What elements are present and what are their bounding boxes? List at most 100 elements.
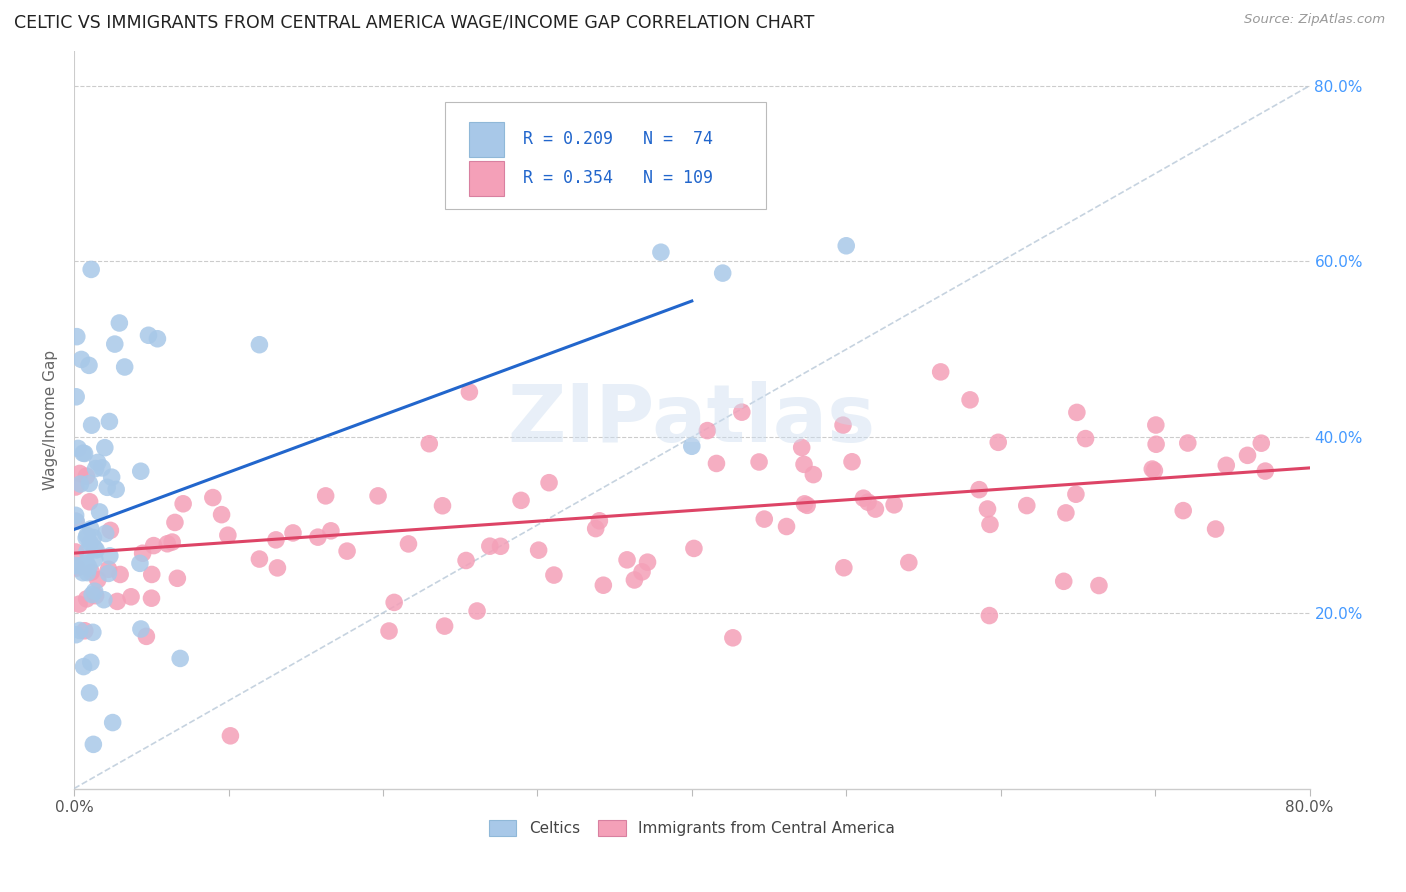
Point [1215,458,1237,473]
Point [135,629,157,643]
Point [82,737,104,751]
Point [865,502,887,516]
Point [100,470,122,484]
Point [211,508,233,522]
Point [201,491,224,505]
Point [382,595,405,609]
Point [793,458,815,472]
Point [76,557,98,571]
Point [94,441,117,455]
Point [832,418,855,433]
Point [105,594,128,608]
Point [80,656,103,670]
Point [75,469,97,483]
Point [76,544,98,558]
Point [138,328,160,343]
Point [1015,499,1038,513]
Point [104,337,127,351]
Point [97,566,120,581]
Point [1250,436,1272,450]
Point [883,498,905,512]
Point [1177,436,1199,450]
Point [856,495,879,509]
Point [217,528,239,542]
Point [367,489,389,503]
Point [65,390,87,404]
Point [454,553,477,567]
Point [1173,503,1195,517]
Point [129,622,152,636]
Point [683,541,706,556]
Point [527,543,550,558]
Point [841,455,863,469]
Point [336,544,359,558]
Point [76,591,98,606]
Point [835,239,858,253]
Point [247,337,270,351]
Point [94,526,117,541]
Point [79,536,101,550]
Point [72,659,94,673]
Point [897,556,920,570]
Point [98,549,121,563]
Point [315,489,337,503]
Point [76,528,98,542]
Point [89,505,111,519]
Point [801,467,824,482]
Point [73,446,96,460]
Point [79,476,101,491]
Point [163,516,186,530]
Point [721,631,744,645]
Point [97,562,120,576]
Point [142,539,165,553]
Point [87,455,110,469]
Point [79,495,101,509]
Point [129,557,152,571]
Point [790,441,813,455]
Point [80,418,103,433]
Point [84,589,107,603]
Point [98,415,121,429]
Point [83,541,105,556]
Point [247,552,270,566]
Point [69,624,91,638]
Point [66,329,89,343]
Point [458,384,481,399]
Point [129,464,152,478]
Point [82,531,104,545]
Point [398,537,420,551]
Point [489,539,512,553]
Point [66,561,89,575]
Point [637,555,659,569]
Point [592,578,614,592]
Point [793,497,815,511]
Point [696,424,718,438]
Point [731,405,754,419]
Point [543,568,565,582]
Point [83,584,105,599]
Point [281,525,304,540]
Point [775,519,797,533]
Point [748,455,770,469]
Point [76,566,98,580]
Point [160,535,183,549]
Text: Source: ZipAtlas.com: Source: ZipAtlas.com [1244,13,1385,27]
Point [754,512,776,526]
Point [82,588,104,602]
Point [1054,506,1077,520]
Point [538,475,561,490]
Point [796,499,818,513]
Point [101,715,124,730]
Point [1088,578,1111,592]
Point [80,522,103,536]
Point [65,508,87,523]
Point [433,619,456,633]
Point [852,491,875,506]
Point [156,537,179,551]
Point [79,686,101,700]
Point [219,729,242,743]
Point [105,483,128,497]
Point [65,558,87,573]
Point [588,514,610,528]
Point [65,480,87,494]
